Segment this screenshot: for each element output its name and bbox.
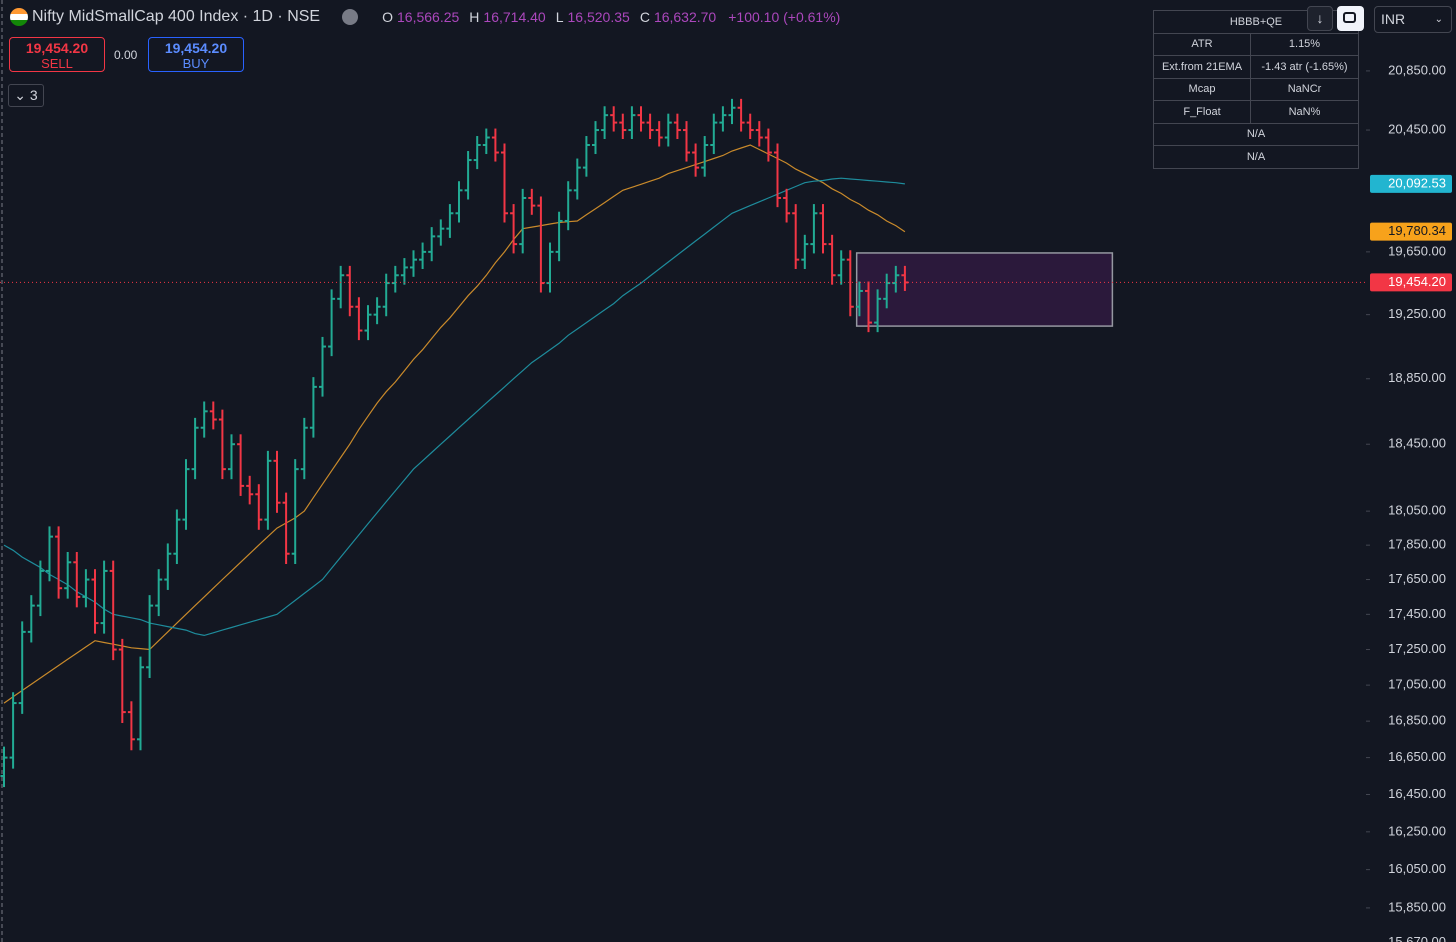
y-tick-label: 16,450.00 xyxy=(1388,786,1446,801)
price-label-bg xyxy=(1370,222,1452,241)
price-label: 19,454.20 xyxy=(1388,274,1446,289)
download-button[interactable]: ↓ xyxy=(1307,6,1333,31)
ohlc-key: H xyxy=(469,9,480,25)
y-tick-label: 18,050.00 xyxy=(1388,503,1446,518)
ohlc-value: 16,520.35 xyxy=(567,9,630,25)
y-tick-label: 20,850.00 xyxy=(1388,62,1446,77)
currency: INR xyxy=(1381,11,1406,27)
cell: 1.15% xyxy=(1250,32,1359,56)
info-table: HBBB+QE ATR 1.15% Ext.from 21EMA -1.43 atr… xyxy=(1153,10,1359,169)
y-tick-label: 20,450.00 xyxy=(1388,121,1446,136)
price-label-bg xyxy=(1370,273,1452,292)
sell-label: SELL xyxy=(41,56,73,71)
cell: Mcap xyxy=(1153,77,1251,101)
buy-label: BUY xyxy=(182,56,210,71)
ohlc-value: 16,566.25 xyxy=(397,9,460,25)
fit-button[interactable] xyxy=(1337,6,1364,31)
y-tick-label: 17,850.00 xyxy=(1388,537,1446,552)
y-tick-label: 17,650.00 xyxy=(1388,571,1446,586)
range-box xyxy=(855,252,1114,327)
dropdown-arrow: ⌄ xyxy=(1434,14,1443,25)
currency-select[interactable]: INR ⌄ xyxy=(1374,6,1452,33)
moving-average xyxy=(3,144,906,704)
y-tick-label: 16,850.00 xyxy=(1388,713,1446,728)
ohlc-key: O xyxy=(382,9,393,25)
fit-icon xyxy=(1343,12,1356,23)
cell: N/A xyxy=(1153,122,1359,146)
spread: 0.00 xyxy=(114,48,138,62)
y-tick-label: 17,450.00 xyxy=(1388,606,1446,621)
ohlc-key: C xyxy=(639,9,650,25)
cell: ATR xyxy=(1153,32,1251,56)
ohlc-key: L xyxy=(555,9,564,25)
sell-button[interactable]: 19,454.20 SELL xyxy=(9,37,105,72)
y-tick-label: 17,250.00 xyxy=(1388,641,1446,656)
flag-icon xyxy=(10,8,28,26)
y-tick-label: 19,650.00 xyxy=(1388,243,1446,258)
price-label: 20,092.53 xyxy=(1388,175,1446,190)
price-label-bg xyxy=(1370,174,1452,193)
y-tick-label: 17,050.00 xyxy=(1388,677,1446,692)
symbol-title[interactable]: Nifty MidSmallCap 400 Index · 1D · NSE xyxy=(32,8,321,25)
cell: Ext.from 21EMA xyxy=(1153,55,1251,79)
y-tick-label: 15,850.00 xyxy=(1388,899,1446,914)
ohlc-value: 16,714.40 xyxy=(483,9,546,25)
cell: NaNCr xyxy=(1250,77,1359,101)
y-tick-label: 18,450.00 xyxy=(1388,436,1446,451)
status-dot xyxy=(342,9,359,25)
moving-average xyxy=(3,177,905,637)
indicator-toggle[interactable]: ⌄ 3 xyxy=(8,84,44,107)
cell: F_Float xyxy=(1153,100,1251,124)
cell: N/A xyxy=(1153,145,1359,169)
buy-price: 19,454.20 xyxy=(164,40,228,56)
buy-button[interactable]: 19,454.20 BUY xyxy=(148,37,244,72)
price-label: 19,780.34 xyxy=(1388,223,1446,238)
symbol-header: Nifty MidSmallCap 400 Index · 1D · NSE O… xyxy=(10,8,840,26)
ohlc-value: 16,632.70 xyxy=(653,9,717,25)
y-tick-label: 18,850.00 xyxy=(1388,370,1446,385)
cell: NaN% xyxy=(1250,100,1359,124)
change: +100.10 (+0.61%) xyxy=(728,9,841,25)
cell: -1.43 atr (-1.65%) xyxy=(1250,55,1359,79)
y-tick-label: 15,670.00 xyxy=(1388,934,1446,942)
indicator-count: 3 xyxy=(29,87,38,103)
y-tick-label: 16,050.00 xyxy=(1388,861,1446,876)
y-tick-label: 19,250.00 xyxy=(1388,306,1446,321)
y-tick-label: 16,250.00 xyxy=(1388,823,1446,838)
sell-price: 19,454.20 xyxy=(25,40,89,56)
y-tick-label: 16,650.00 xyxy=(1388,749,1446,764)
